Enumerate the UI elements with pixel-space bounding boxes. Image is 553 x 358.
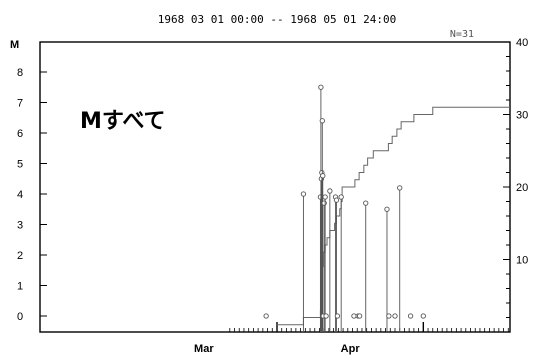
y-left-tick-label: 2 bbox=[17, 250, 23, 262]
event-marker bbox=[263, 313, 269, 319]
event-marker bbox=[333, 197, 340, 203]
y-right-tick-label: 40 bbox=[516, 37, 528, 49]
y-left-ticks: 0 1 2 3 4 5 6 7 8 bbox=[17, 67, 47, 323]
event-marker bbox=[356, 313, 363, 319]
plot-frame bbox=[39, 41, 511, 333]
event-marker bbox=[407, 313, 414, 319]
event-marker bbox=[323, 313, 329, 319]
y-left-tick-label: 6 bbox=[17, 128, 23, 140]
event-marker bbox=[320, 173, 326, 179]
event-marker bbox=[420, 313, 426, 319]
y-right-ticks: 10 20 30 40 bbox=[503, 37, 528, 318]
event-marker bbox=[384, 206, 390, 212]
x-month-label: Mar bbox=[194, 343, 214, 355]
event-marker bbox=[351, 313, 357, 319]
x-month-label: Apr bbox=[341, 343, 361, 355]
cumulative-count-line bbox=[277, 106, 510, 326]
y-left-tick-label: 4 bbox=[17, 189, 23, 201]
event-marker bbox=[318, 84, 324, 90]
y-axis-label: M bbox=[10, 39, 19, 51]
y-left-tick-label: 5 bbox=[17, 159, 23, 171]
y-right-tick-label: 10 bbox=[516, 255, 528, 267]
y-left-tick-label: 3 bbox=[17, 220, 23, 232]
plot-annotation: Mすべて bbox=[80, 109, 165, 134]
event-marker bbox=[334, 313, 341, 319]
y-right-tick-label: 30 bbox=[516, 110, 528, 122]
event-marker bbox=[397, 185, 403, 191]
event-count: N=31 bbox=[450, 29, 474, 40]
event-marker bbox=[321, 200, 327, 206]
y-left-tick-label: 8 bbox=[17, 67, 23, 79]
y-right-tick-label: 20 bbox=[516, 182, 528, 194]
event-marker bbox=[300, 191, 307, 197]
x-axis-ticks: Mar Apr bbox=[194, 322, 509, 355]
event-markers bbox=[263, 84, 426, 332]
event-marker bbox=[338, 194, 344, 200]
chart-title: 1968 03 01 00:00 -- 1968 05 01 24:00 bbox=[158, 13, 396, 26]
event-marker bbox=[319, 118, 325, 124]
y-left-tick-label: 1 bbox=[17, 281, 23, 293]
event-marker bbox=[386, 313, 392, 319]
event-marker bbox=[327, 188, 333, 194]
event-marker bbox=[322, 194, 328, 200]
y-left-tick-label: 0 bbox=[17, 311, 23, 323]
y-left-tick-label: 7 bbox=[17, 98, 23, 110]
event-marker bbox=[363, 200, 369, 206]
event-marker bbox=[392, 313, 398, 319]
